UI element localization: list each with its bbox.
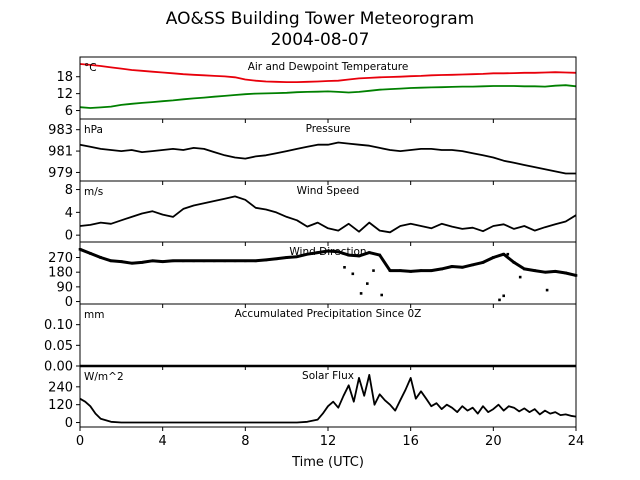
wind-direction-point bbox=[502, 294, 505, 298]
xtick-label: 20 bbox=[485, 434, 502, 449]
solar-flux-panel: 0 120 240 W/m^2 Solar Flux bbox=[48, 365, 577, 431]
precipitation-panel: 0.00 0.05 0.10 mm Accumulated Precipitation … bbox=[44, 303, 577, 375]
wind-direction-point bbox=[380, 293, 383, 297]
solar-flux-unit-label: W/m^2 bbox=[84, 371, 124, 383]
wind-speed-unit-label: m/s bbox=[84, 186, 103, 198]
solar-flux-solar-flux-line bbox=[79, 373, 577, 424]
time-axis: 0 4 8 12 16 20 24 bbox=[76, 434, 584, 449]
wind-direction-point bbox=[343, 266, 346, 269]
wind-direction-point bbox=[359, 292, 363, 295]
solar-flux-ytick-label: 240 bbox=[48, 380, 73, 395]
xtick-label: 24 bbox=[568, 434, 585, 449]
temperature-dewpoint-line bbox=[79, 84, 577, 109]
wind-direction-point bbox=[366, 282, 369, 285]
pressure-unit-label: hPa bbox=[84, 124, 103, 136]
precipitation-title: Accumulated Precipitation Since 0Z bbox=[235, 308, 422, 320]
wind-direction-point bbox=[545, 288, 549, 292]
pressure-ytick-label: 983 bbox=[48, 123, 73, 138]
wind-direction-trace bbox=[79, 247, 577, 277]
precipitation-ytick-label: 0.10 bbox=[44, 318, 73, 333]
figure-date: 2004-08-07 bbox=[271, 30, 370, 50]
wind-speed-wind-speed-line bbox=[79, 195, 577, 234]
xtick-label: 4 bbox=[159, 434, 167, 449]
solar-flux-ytick-label: 120 bbox=[48, 398, 73, 413]
temperature-ytick-label: 12 bbox=[56, 87, 73, 102]
wind-direction-ytick-label: 180 bbox=[48, 266, 73, 281]
x-axis-label: Time (UTC) bbox=[291, 455, 364, 470]
wind-direction-title: Wind Direction bbox=[289, 246, 366, 258]
wind-direction-point bbox=[372, 269, 375, 272]
temperature-unit-label: °C bbox=[84, 62, 97, 74]
wind-speed-ytick-label: 0 bbox=[65, 229, 73, 244]
temperature-title: Air and Dewpoint Temperature bbox=[248, 61, 409, 73]
wind-direction-ytick-label: 270 bbox=[48, 251, 73, 266]
precipitation-ytick-label: 0.05 bbox=[44, 339, 73, 354]
wind-speed-ytick-label: 4 bbox=[65, 206, 73, 221]
wind-direction-point bbox=[498, 298, 501, 302]
xtick-label: 8 bbox=[241, 434, 249, 449]
precipitation-unit-label: mm bbox=[84, 309, 104, 321]
wind-speed-panel: 0 4 8 m/s Wind Speed bbox=[65, 180, 577, 246]
pressure-panel: 979 981 983 hPa Pressure bbox=[48, 118, 577, 185]
wind-direction-point bbox=[506, 252, 510, 256]
pressure-title: Pressure bbox=[306, 123, 351, 135]
temperature-ytick-label: 18 bbox=[56, 70, 73, 85]
temperature-panel: 6 12 18 °C Air and Dewpoint Temperature bbox=[56, 56, 577, 123]
wind-direction-ytick-label: 0 bbox=[65, 295, 73, 310]
solar-flux-title: Solar Flux bbox=[302, 370, 354, 382]
wind-direction-point bbox=[351, 272, 355, 276]
figure-title: AO&SS Building Tower Meteorogram bbox=[166, 9, 474, 29]
xtick-label: 16 bbox=[402, 434, 419, 449]
wind-speed-ytick-label: 8 bbox=[65, 183, 73, 198]
pressure-pressure-line bbox=[79, 141, 576, 175]
temperature-ytick-label: 6 bbox=[65, 104, 73, 119]
wind-direction-ytick-label: 90 bbox=[56, 280, 73, 295]
precipitation-ytick-label: 0.00 bbox=[44, 360, 73, 375]
pressure-ytick-label: 979 bbox=[48, 166, 73, 181]
wind-direction-point bbox=[518, 275, 522, 279]
solar-flux-ytick-label: 0 bbox=[65, 416, 73, 431]
xtick-label: 12 bbox=[320, 434, 337, 449]
temperature-air-line bbox=[79, 63, 577, 83]
xtick-label: 0 bbox=[76, 434, 84, 449]
pressure-ytick-label: 981 bbox=[48, 145, 73, 160]
wind-speed-title: Wind Speed bbox=[297, 185, 360, 197]
